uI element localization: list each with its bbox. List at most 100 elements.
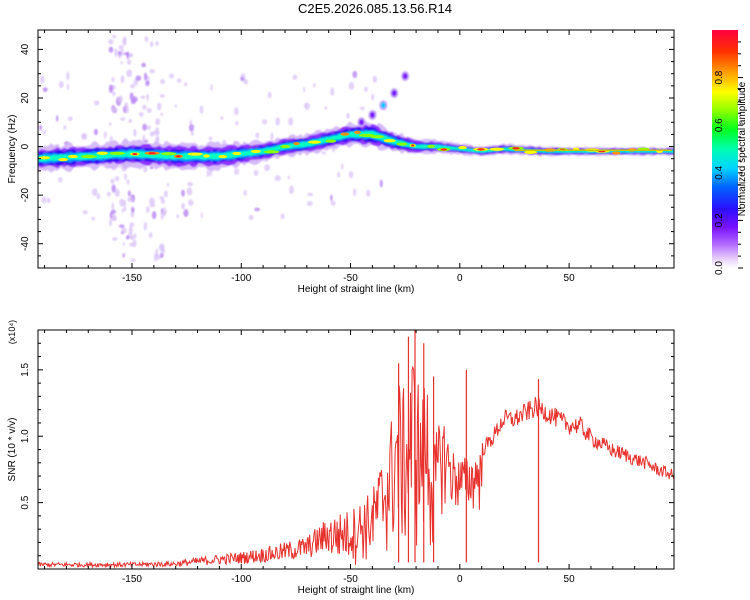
noise-blob [372,75,378,83]
hotspot [187,152,203,156]
noise-blob [189,119,193,126]
noise-blob [46,197,51,204]
branch-blob-core [380,102,386,109]
noise-blob [91,216,95,221]
noise-blob [155,118,161,126]
ridge-band [38,121,674,173]
noise-blob [155,40,159,46]
noise-blob [111,184,116,193]
noise-blob [160,211,167,215]
noise-blob [364,86,368,92]
noise-blob [124,102,129,107]
noise-blob [200,212,203,219]
hotspot-core [476,148,485,151]
noise-blob [120,117,126,121]
noise-blob [129,52,133,57]
noise-blob [111,202,115,211]
noise-blob [264,164,271,172]
noise-blob [160,112,164,117]
noise-blob [146,94,149,98]
colorbar-tick-label: 0.8 [714,70,725,84]
noise-blob [220,116,224,121]
noise-blob [120,75,125,84]
noise-blob [142,123,147,131]
noise-blob [287,175,291,180]
noise-blob [157,102,162,111]
noise-blob [149,41,154,47]
noise-blob [149,69,156,74]
noise-blob [133,233,137,239]
noise-blob [121,47,124,57]
noise-blob [111,107,118,113]
hotspot [58,158,69,162]
noise-blob [143,222,148,231]
noise-blob [149,132,155,137]
noise-blob [129,222,135,228]
noise-blob [289,185,294,195]
noise-blob [128,118,133,124]
noise-blob [366,189,371,197]
noise-blob [114,48,118,58]
noise-blob [206,170,210,177]
noise-blob [280,213,285,220]
noise-blob [127,196,134,202]
noise-blob [148,232,153,239]
hotspot [383,139,396,143]
snr-line-group [38,330,674,569]
hotspot [68,154,78,159]
noise-blob [233,168,240,175]
hotspot-core [411,144,415,147]
noise-blob [353,188,357,197]
hotspot-core [512,147,520,150]
noise-blob [123,206,127,212]
noise-blob [190,131,194,136]
x-tick-label: 50 [564,273,576,284]
noise-blob [240,76,244,81]
noise-blob [181,202,185,210]
noise-blob [122,252,125,258]
noise-blob [348,82,355,90]
noise-blob [124,173,127,181]
y-tick-label: 0.5 [20,495,31,509]
noise-blob [120,61,123,65]
noise-blob [91,188,98,196]
noise-blob [140,95,146,99]
hotspot [358,133,375,137]
hotspot [427,144,436,148]
noise-blob [346,112,350,119]
noise-blob [288,117,294,126]
noise-blob [142,104,147,110]
noise-blob [66,83,69,91]
noise-blob [234,107,239,116]
hotspot [325,139,337,143]
noise-blob [126,69,133,78]
noise-blob [188,123,195,132]
noise-blob [267,91,272,99]
noise-blob [55,115,59,122]
noise-blob [110,178,115,185]
noise-blob [254,207,261,212]
noise-blob [111,91,116,96]
noise-blob [58,81,64,89]
noise-blob [262,119,268,125]
hotspot [218,154,228,159]
noise-blob [145,80,150,87]
noise-blob [126,179,130,185]
noise-blob [324,106,328,110]
ridge-hotspots [39,130,672,162]
noise-blob [379,179,383,188]
noise-blob [151,211,157,220]
noise-blob [82,210,88,215]
noise-blob [130,83,136,89]
noise-blob [111,76,115,83]
noise-blob [163,190,168,198]
noise-blob [321,151,326,155]
noise-blob [255,132,260,139]
noise-blob [103,131,107,139]
noise-blob [67,116,73,122]
noise-blob [149,202,156,208]
noise-blob [135,75,142,82]
x-axis-label: Height of straight line (km) [298,585,415,596]
x-tick-label: 0 [457,574,463,585]
